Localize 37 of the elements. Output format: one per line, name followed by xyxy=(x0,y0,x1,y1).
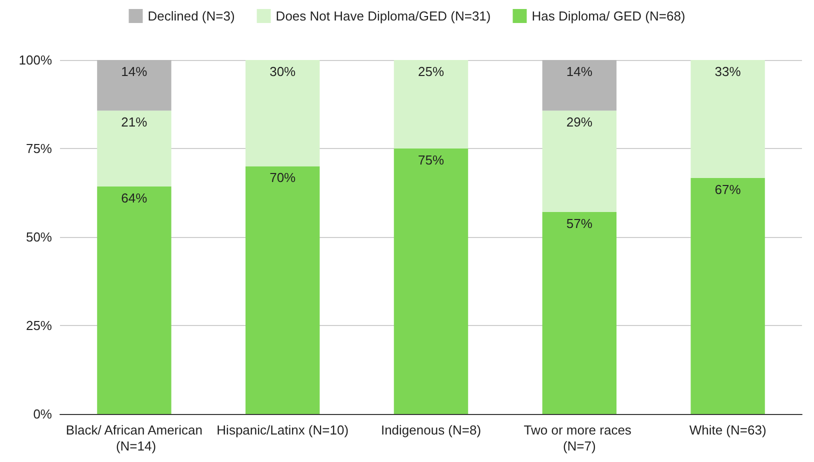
x-tick-label: White (N=63) xyxy=(689,422,766,438)
data-label: 29% xyxy=(566,114,593,130)
data-label: 14% xyxy=(121,64,148,79)
data-label: 30% xyxy=(270,64,296,79)
x-tick-label: Hispanic/Latinx (N=10) xyxy=(216,422,349,438)
data-label: 57% xyxy=(566,216,593,231)
bar xyxy=(246,60,320,166)
legend-label: Declined (N=3) xyxy=(148,8,235,24)
data-label: 67% xyxy=(714,182,742,197)
data-label: 25% xyxy=(418,64,444,79)
x-tick-label: Indigenous (N=8) xyxy=(380,422,482,438)
data-label: 33% xyxy=(714,64,742,79)
bar xyxy=(394,60,468,148)
bar xyxy=(542,110,616,212)
x-tick-label: Two or more races (N=7) xyxy=(524,422,636,454)
x-tick-label: Black/ African American (N=14) xyxy=(66,422,202,454)
data-label: 21% xyxy=(121,114,148,130)
y-tick-label: 100% xyxy=(18,52,52,68)
y-tick-label: 0% xyxy=(33,406,52,422)
legend-label: Has Diploma/ GED (N=68) xyxy=(532,8,686,24)
legend-label: Does Not Have Diploma/GED (N=31) xyxy=(276,8,491,24)
data-label: 14% xyxy=(566,64,593,79)
bar xyxy=(394,148,468,414)
bar xyxy=(690,60,765,178)
bar xyxy=(690,178,765,414)
data-label: 64% xyxy=(121,190,148,206)
data-label: 75% xyxy=(418,152,444,168)
y-tick-label: 50% xyxy=(26,230,52,244)
bar xyxy=(97,110,172,186)
bar xyxy=(246,166,320,414)
data-label: 70% xyxy=(270,170,296,186)
y-tick-label: 75% xyxy=(26,141,52,156)
y-tick-label: 25% xyxy=(26,318,52,333)
bar xyxy=(97,186,172,414)
bar xyxy=(542,212,616,414)
bar xyxy=(542,60,616,111)
bar xyxy=(97,60,172,111)
